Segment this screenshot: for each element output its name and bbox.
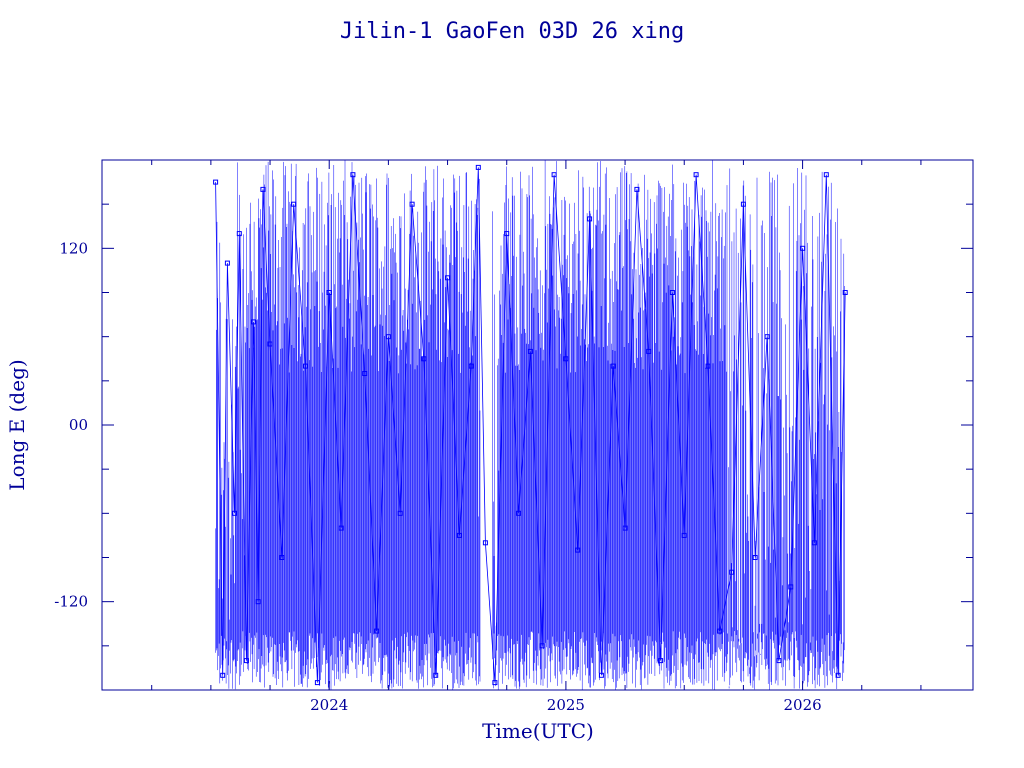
data-point: [705, 363, 711, 369]
data-point: [409, 201, 415, 207]
data-point: [314, 680, 320, 686]
y-axis-label: Long E (deg): [5, 359, 29, 490]
data-point: [842, 290, 848, 295]
data-point: [267, 341, 273, 347]
data-point: [811, 540, 817, 546]
data-point: [729, 569, 735, 575]
ticks-layer: 2024 2025 2026 120 00 -120: [54, 159, 973, 714]
data-point: [527, 348, 533, 354]
data-point: [445, 275, 451, 281]
data-point: [681, 532, 687, 538]
y-tick-label: -120: [54, 593, 88, 611]
x-axis-label: Time(UTC): [482, 719, 594, 743]
data-point: [788, 584, 794, 590]
data-point: [456, 532, 462, 538]
data-point: [433, 672, 439, 678]
x-tick-label: 2025: [547, 696, 585, 714]
x-tick-label: 2026: [783, 696, 821, 714]
data-point: [251, 319, 256, 325]
data-point: [717, 628, 723, 634]
data-point: [397, 510, 403, 516]
data-point: [236, 231, 242, 237]
data-point: [421, 356, 427, 362]
data-point: [492, 680, 498, 686]
data-point: [551, 172, 557, 178]
data-point: [658, 658, 664, 664]
data-point: [563, 356, 569, 362]
data-point: [776, 658, 782, 664]
x-tick-label: 2024: [310, 696, 348, 714]
data-point: [575, 547, 581, 553]
data-point: [835, 672, 841, 678]
data-point: [374, 628, 380, 634]
data-point: [800, 245, 806, 251]
data-point: [504, 231, 510, 237]
data-point: [622, 525, 628, 531]
data-point: [740, 201, 746, 207]
data-point: [350, 172, 356, 178]
data-point: [362, 371, 368, 376]
data-point: [279, 555, 285, 560]
data-point: [482, 540, 488, 546]
data-point: [243, 658, 249, 664]
data-point: [587, 216, 593, 222]
data-point: [669, 290, 675, 295]
data-point: [598, 672, 604, 678]
data-point: [385, 334, 391, 340]
data-point: [475, 164, 481, 170]
data-point: [764, 334, 770, 340]
data-point: [303, 363, 308, 369]
data-point: [232, 510, 237, 516]
data-point: [823, 172, 829, 178]
data-point: [291, 201, 297, 207]
data-point: [693, 172, 699, 178]
y-tick-label: 120: [59, 239, 88, 257]
data-point: [213, 179, 219, 185]
data-point: [326, 290, 332, 295]
y-tick-label: 00: [69, 416, 88, 434]
data-point: [610, 363, 616, 369]
data-point: [220, 672, 226, 678]
data-point: [634, 186, 640, 192]
data-point: [224, 260, 230, 266]
data-point: [338, 525, 344, 531]
data-point: [752, 555, 758, 560]
series-dense-trace: [215, 160, 845, 690]
data-point: [646, 348, 652, 354]
chart-title: Jilin-1 GaoFen 03D 26 xing: [340, 19, 684, 44]
data-point: [516, 510, 522, 516]
data-point: [260, 186, 266, 192]
data-point: [539, 643, 545, 649]
data-point: [255, 599, 261, 605]
data-layer: [213, 160, 848, 690]
data-point: [468, 363, 474, 369]
